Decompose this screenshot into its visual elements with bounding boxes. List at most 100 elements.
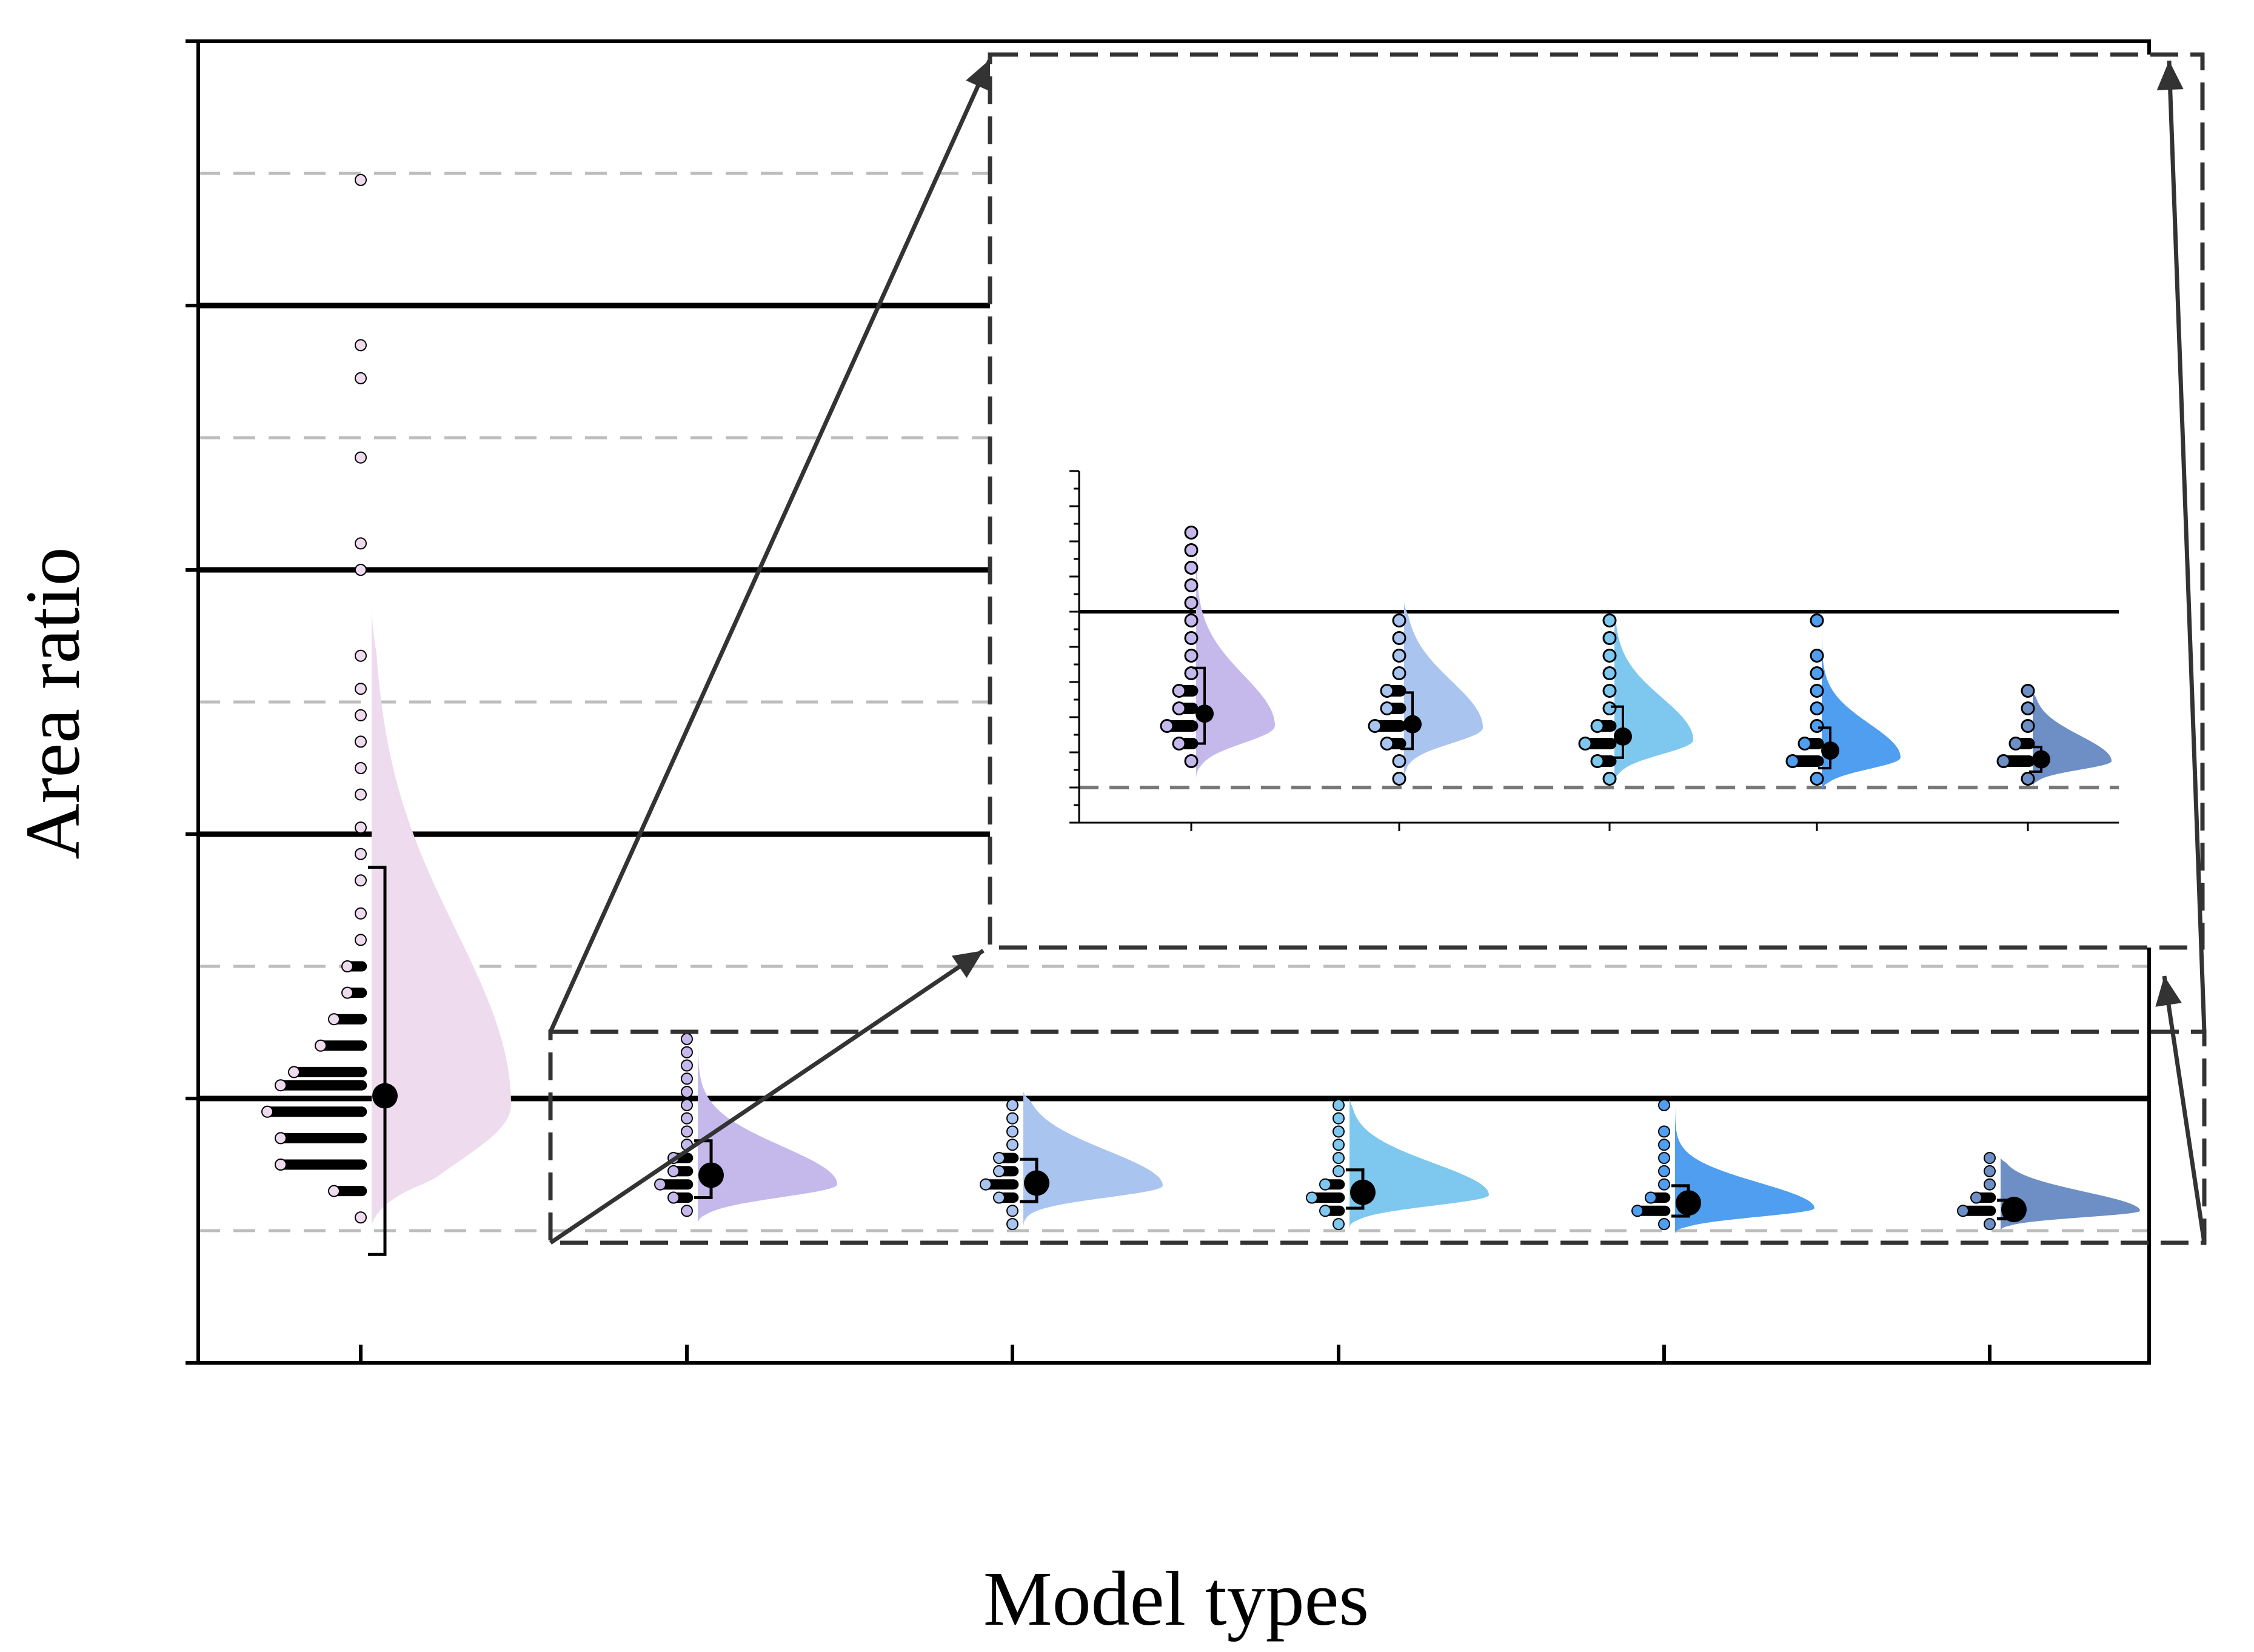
data-point-1-13 <box>681 1032 693 1045</box>
mean-marker-1 <box>698 1162 724 1188</box>
density-violin-3 <box>1614 612 1693 784</box>
data-point-1-8 <box>1184 614 1199 627</box>
data-point-3-7 <box>1602 649 1617 663</box>
data-point-4-7 <box>1810 649 1824 663</box>
main-x-ticks <box>359 1345 1991 1363</box>
data-point-3-4 <box>1602 701 1617 715</box>
dot-stack-cap-0-6 <box>288 1066 300 1078</box>
data-point-1-12 <box>1184 543 1199 557</box>
data-point-1-9 <box>1184 596 1199 610</box>
data-point-1-7 <box>681 1112 693 1125</box>
data-point-0-0 <box>355 1211 367 1224</box>
dot-stack-cap-4-1 <box>1785 754 1800 768</box>
data-point-0-15 <box>355 821 367 834</box>
data-point-0-26 <box>355 339 367 352</box>
data-point-1-0 <box>681 1205 693 1217</box>
dot-stack-cap-0-7 <box>315 1039 327 1052</box>
data-point-1-0 <box>1184 754 1199 768</box>
dot-stack-cap-3-1 <box>1319 1205 1331 1217</box>
data-point-1-10 <box>1184 578 1199 592</box>
data-point-2-1 <box>1392 754 1406 768</box>
zoom-connector-arrowhead-3 <box>2156 61 2184 90</box>
dot-stack-cap-0-1 <box>328 1185 340 1197</box>
data-point-1-10 <box>681 1072 693 1085</box>
data-point-2-0 <box>1006 1218 1018 1231</box>
zoom-connector-arrow-3 <box>2167 60 2207 1032</box>
data-point-0-19 <box>355 709 367 721</box>
dot-stack-cap-5-1 <box>1957 1205 1969 1217</box>
data-point-0-17 <box>355 762 367 774</box>
data-point-0-27 <box>355 173 367 186</box>
zoom-connector-arrow-2 <box>2162 975 2207 1243</box>
data-point-1-9 <box>681 1086 693 1099</box>
inset-frame <box>988 52 2205 950</box>
data-point-5-0 <box>2021 772 2035 786</box>
mean-marker-2 <box>1024 1170 1049 1196</box>
density-violin-4 <box>1822 620 1901 791</box>
data-point-4-0 <box>1658 1218 1670 1231</box>
zoom-connector-arrow-0 <box>548 58 992 1033</box>
data-point-2-1 <box>1006 1205 1018 1217</box>
zoom-region <box>548 52 2207 1245</box>
dot-stack-cap-0-9 <box>341 986 353 999</box>
dot-stack-cap-4-2 <box>1645 1191 1657 1204</box>
data-point-3-9 <box>1333 1099 1345 1111</box>
data-point-4-4 <box>1658 1165 1670 1177</box>
data-point-1-11 <box>681 1059 693 1072</box>
dot-stack-cap-1-2 <box>654 1178 666 1191</box>
dot-stack-cap-3-3 <box>1319 1178 1331 1191</box>
dot-stack-cap-2-5 <box>993 1152 1005 1165</box>
data-point-5-4 <box>1984 1165 1996 1177</box>
data-point-3-8 <box>1602 631 1617 645</box>
data-point-4-3 <box>1810 719 1824 733</box>
data-point-4-6 <box>1658 1139 1670 1151</box>
dot-stack-cap-0-10 <box>341 960 353 972</box>
data-point-1-13 <box>1184 526 1199 540</box>
mean-marker-5 <box>2032 750 2050 769</box>
data-point-2-8 <box>1392 631 1406 645</box>
data-point-1-11 <box>1184 561 1199 575</box>
density-violin-1 <box>698 1038 837 1225</box>
data-point-4-8 <box>1810 614 1824 627</box>
dot-stack-cap-2-3 <box>980 1178 992 1191</box>
data-point-0-18 <box>355 735 367 748</box>
dot-stack-cap-0-5 <box>275 1079 287 1092</box>
data-point-0-13 <box>355 874 367 887</box>
dot-stack-cap-0-4 <box>261 1105 273 1118</box>
dot-stack-cap-0-8 <box>328 1013 340 1026</box>
data-point-5-4 <box>2021 701 2035 715</box>
data-point-5-0 <box>1984 1218 1996 1231</box>
data-point-1-8 <box>681 1099 693 1111</box>
data-point-2-7 <box>1392 649 1406 663</box>
data-point-3-0 <box>1602 772 1617 786</box>
dot-stack-cap-2-2 <box>993 1191 1005 1204</box>
data-point-3-7 <box>1333 1125 1345 1138</box>
data-point-2-6 <box>1006 1139 1018 1151</box>
data-point-2-8 <box>1006 1112 1018 1125</box>
density-violin-5 <box>2001 1158 2140 1231</box>
dot-stack-cap-4-1 <box>1631 1205 1644 1217</box>
x-axis-title: Model types <box>983 1556 1369 1642</box>
data-point-4-0 <box>1810 772 1824 786</box>
density-violin-4 <box>1675 1105 1814 1234</box>
mean-marker-2 <box>1403 715 1422 734</box>
dot-stack-cap-1-2 <box>1160 719 1174 733</box>
data-point-3-9 <box>1602 614 1617 627</box>
y-axis-title: Area ratio <box>10 547 96 859</box>
dot-stack-cap-4-2 <box>1798 737 1812 751</box>
zoom-connector-arrowhead-0 <box>966 59 991 92</box>
ci-bracket-0 <box>368 866 387 1256</box>
data-point-3-5 <box>1333 1152 1345 1165</box>
data-point-4-3 <box>1658 1178 1670 1191</box>
data-point-4-7 <box>1658 1125 1670 1138</box>
data-point-3-8 <box>1333 1112 1345 1125</box>
dot-stack-cap-1-4 <box>1172 684 1186 698</box>
dot-stack-cap-1-1 <box>1172 737 1186 751</box>
zoom-connector-arrow-1 <box>549 949 985 1245</box>
dot-stack-cap-0-2 <box>275 1159 287 1171</box>
zoom-connector-arrowhead-2 <box>2155 976 2182 1007</box>
dot-stack-cap-2-4 <box>1380 701 1394 715</box>
dot-stack-cap-5-2 <box>2008 737 2023 751</box>
data-point-3-6 <box>1602 666 1617 680</box>
